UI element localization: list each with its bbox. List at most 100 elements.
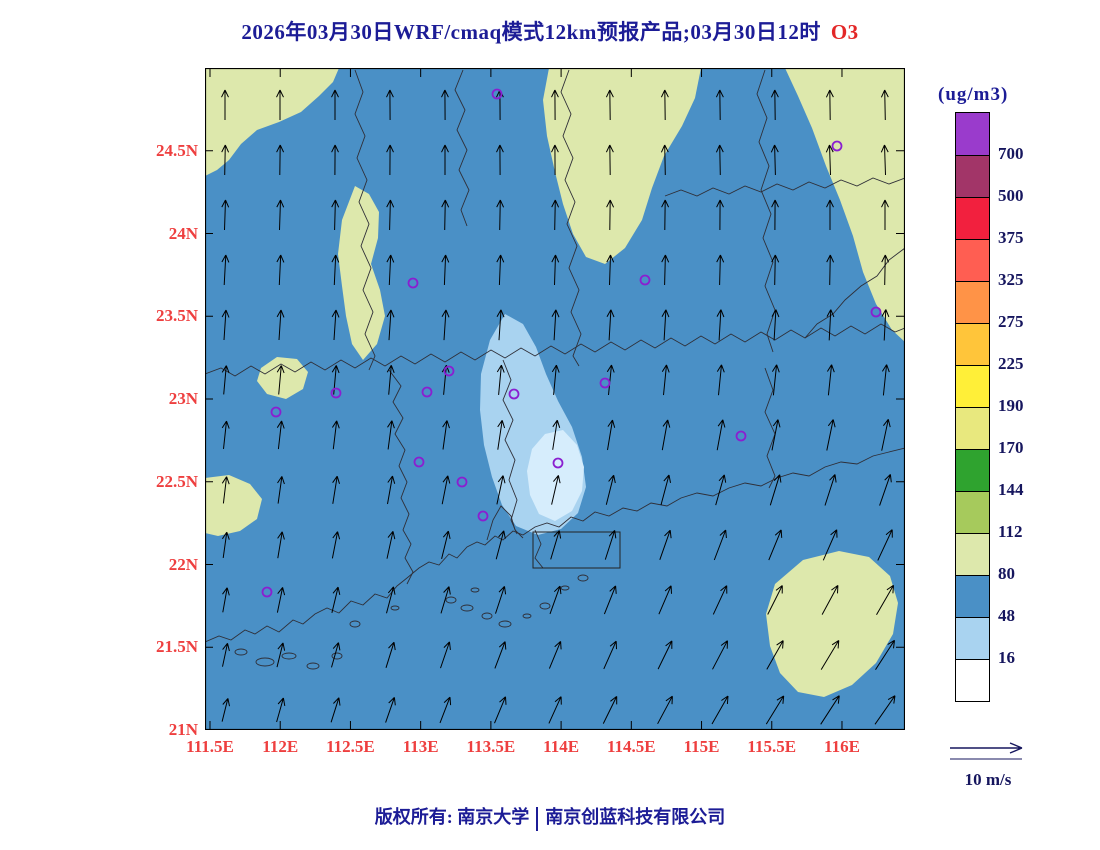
wind-arrow	[386, 89, 394, 121]
colorbar-tick-label: 500	[998, 186, 1024, 205]
wind-arrow	[386, 199, 395, 231]
wind-arrow	[657, 695, 673, 725]
wind-arrow	[494, 641, 507, 669]
wind-arrow	[658, 585, 672, 615]
island-outline	[522, 613, 532, 619]
wind-arrow	[881, 418, 891, 451]
wind-arrow	[331, 89, 339, 120]
wind-arrow	[602, 696, 618, 724]
colorbar-tick-label: 325	[998, 270, 1024, 289]
wind-arrow	[441, 309, 450, 341]
wind-arrow	[606, 309, 615, 341]
island-outline	[577, 574, 589, 582]
footer-left-text: 版权所有: 南京大学	[374, 807, 530, 827]
wind-arrow	[548, 696, 562, 724]
colorbar-tick-label: 48	[998, 606, 1015, 625]
y-axis-label: 21N	[168, 720, 198, 739]
boundary-line	[560, 69, 582, 367]
wind-arrow	[820, 639, 840, 670]
colorbar-tick-label: 170	[998, 438, 1024, 457]
wind-arrow	[822, 529, 838, 561]
boundary-line	[804, 247, 905, 339]
contour-region-band_80_112	[205, 68, 339, 176]
island-outline	[470, 587, 480, 593]
wind-arrow	[221, 698, 230, 722]
wind-arrow	[771, 364, 780, 396]
wind-arrow	[881, 199, 889, 230]
wind-arrow	[276, 144, 285, 176]
wind-arrow	[606, 199, 615, 231]
colorbar-tick-label: 190	[998, 396, 1024, 415]
island-outline	[460, 604, 474, 612]
wind-arrow	[441, 254, 450, 286]
station-marker	[261, 586, 273, 598]
wind-arrow	[767, 585, 783, 615]
wind-arrow	[661, 309, 670, 341]
wind-arrow	[603, 640, 617, 670]
wind-arrow	[880, 144, 889, 176]
island-outline	[390, 605, 400, 611]
wind-arrow	[661, 254, 670, 286]
wind-arrow	[331, 309, 340, 341]
wind-arrow	[439, 696, 452, 724]
wind-arrow	[441, 144, 449, 175]
wind-arrow	[661, 364, 670, 396]
x-axis-label: 113E	[402, 737, 439, 756]
wind-arrow	[277, 476, 285, 504]
wind-arrow	[712, 640, 728, 670]
wind-arrow	[276, 89, 284, 120]
wind-arrow	[715, 474, 727, 506]
wind-arrow	[552, 419, 561, 450]
station-marker	[407, 277, 419, 289]
boundary-line	[388, 369, 414, 585]
wind-arrow	[879, 474, 892, 506]
x-axis-label: 111.5E	[186, 737, 234, 756]
station-marker	[639, 274, 651, 286]
wind-arrow	[331, 254, 340, 286]
wind-arrow	[607, 419, 616, 451]
wind-arrow	[386, 309, 395, 341]
wind-arrow	[771, 199, 779, 231]
wind-arrow	[386, 586, 396, 614]
island-outline	[481, 612, 493, 620]
x-axis-label: 114E	[543, 737, 580, 756]
wind-arrow	[276, 254, 285, 286]
wind-arrow	[221, 89, 229, 120]
station-marker	[443, 365, 455, 377]
station-marker	[456, 476, 468, 488]
island-outline	[306, 662, 320, 670]
wind-arrow	[441, 530, 451, 560]
station-marker	[552, 457, 564, 469]
wind-arrow	[548, 641, 562, 669]
wind-arrow	[551, 199, 560, 231]
wind-arrow	[496, 309, 505, 341]
wind-arrow	[386, 365, 395, 395]
wind-arrow	[821, 584, 839, 615]
wind-arrow	[771, 309, 780, 341]
wind-arrow	[221, 254, 230, 286]
wind-arrow	[221, 144, 230, 176]
y-axis-label: 21.5N	[155, 637, 198, 657]
station-marker	[870, 306, 882, 318]
wind-arrow	[441, 475, 451, 505]
island-outline	[234, 648, 248, 656]
island-outline	[445, 596, 457, 604]
colorbar-segment	[956, 323, 989, 365]
wind-arrow	[661, 419, 671, 451]
wind-arrow	[711, 695, 729, 725]
wind-arrow	[660, 144, 669, 176]
wind-arrow	[824, 474, 837, 506]
wind-reference-arrow-icon	[950, 742, 1023, 760]
boundary-line	[454, 69, 470, 227]
footer-divider	[536, 806, 539, 831]
boundary-line	[205, 447, 905, 643]
wind-arrow	[221, 309, 230, 341]
colorbar-tick-label: 80	[998, 564, 1015, 583]
wind-arrow	[385, 641, 396, 668]
wind-arrow	[881, 309, 890, 341]
colorbar-units-label: (ug/m3)	[938, 84, 1009, 105]
colorbar-segment	[956, 155, 989, 197]
station-marker	[421, 386, 433, 398]
wind-arrow	[331, 420, 340, 450]
wind-arrow	[496, 254, 505, 286]
